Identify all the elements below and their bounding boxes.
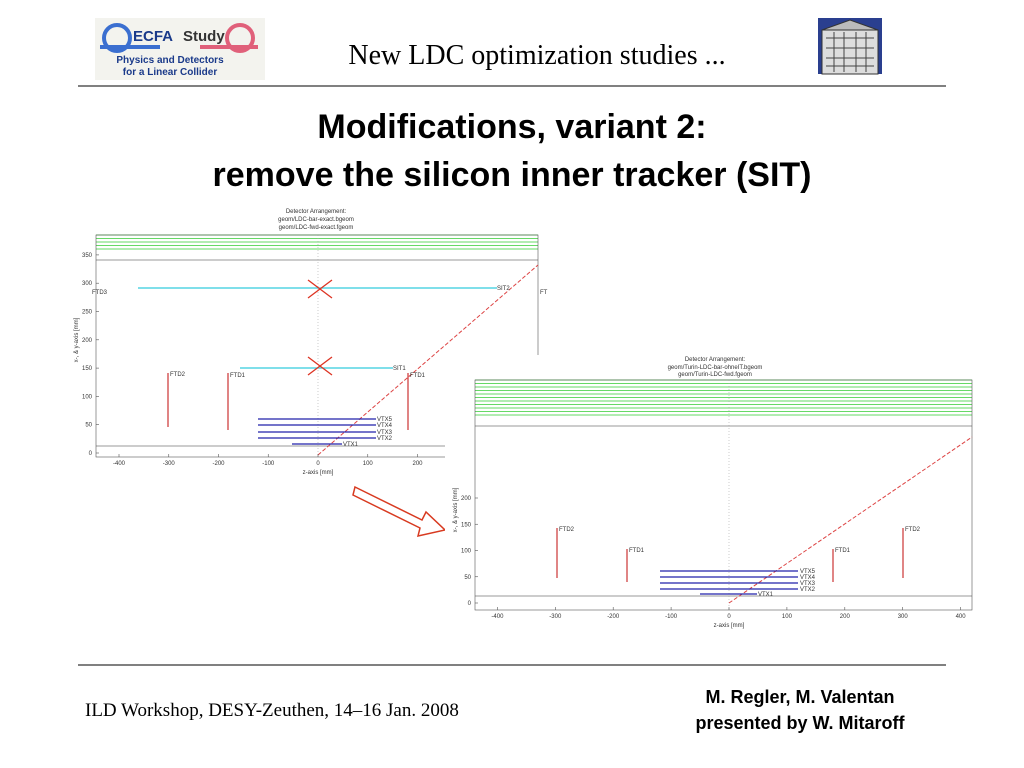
component-label: FTD1 [629,548,645,554]
y-tick-label: 50 [85,423,92,429]
removed-mark [307,279,333,299]
x-tick-label: -100 [262,461,275,467]
x-tick-label: -100 [665,614,678,620]
y-tick-label: 50 [464,575,471,581]
component-label: FTD1 [410,373,426,379]
y-tick-label: 300 [82,281,93,287]
logo-building [821,29,879,75]
component-label: VTX2 [800,587,816,593]
footer-event: ILD Workshop, DESY-Zeuthen, 14–16 Jan. 2… [85,700,459,721]
y-tick-label: 250 [82,310,93,316]
plot-frame [474,379,973,611]
component-label: VTX4 [800,575,816,581]
removed-mark [307,356,333,376]
y-tick-label: 0 [89,451,93,457]
y-tick-label: 150 [82,366,93,372]
y-axis-label: x-, & y-axis [mm] [453,487,459,532]
y-tick-label: 0 [468,601,472,607]
logo-name: ECFA [133,28,173,45]
plot-frame [95,234,539,458]
x-axis-label: z-axis [mm] [303,470,334,476]
plot-title: geom/LDC-bar-exact.bgeom [278,217,354,223]
footer-authors: M. Regler, M. Valentan [705,687,894,707]
y-tick-label: 100 [461,549,472,555]
component-label: VTX3 [800,581,816,587]
y-tick-label: 150 [461,522,472,528]
x-tick-label: 100 [363,461,374,467]
slide-title: remove the silicon inner tracker (SIT) [213,156,812,194]
component-label: VTX1 [758,592,774,598]
x-tick-label: 100 [782,614,793,620]
x-tick-label: 200 [840,614,851,620]
plot-title: Detector Arrangement: [286,209,347,215]
component-label: FT [540,290,548,296]
component-label: FTD3 [92,290,108,296]
detector-plot: Detector Arrangement: geom/Turin-LDC-bar-… [445,355,975,636]
plot-title: geom/Turin-LDC-bar-ohneIT.bgeom [668,365,763,371]
component-label: SIT2 [497,286,510,292]
x-axis-label: z-axis [mm] [714,623,745,629]
component-label: VTX5 [800,569,816,575]
logo-line: for a Linear Collider [123,67,218,78]
x-tick-label: -400 [113,461,126,467]
component-label: VTX4 [377,423,393,429]
logo-windows [826,32,874,72]
x-tick-label: 0 [727,614,731,620]
component-label: FTD1 [835,548,851,554]
track [317,264,539,456]
component-label: VTX5 [377,417,393,423]
arrow [352,485,447,537]
track [728,436,973,604]
component-label: VTX3 [377,430,393,436]
x-tick-label: -200 [607,614,620,620]
logo-ring [225,23,255,53]
logo-word: Study [183,28,225,45]
y-tick-label: 200 [82,338,93,344]
component-label: SIT1 [393,366,406,372]
logo-roof [821,19,879,31]
y-tick-label: 200 [461,496,472,502]
y-tick-label: 350 [82,253,93,259]
x-tick-label: -300 [549,614,562,620]
x-tick-label: 0 [316,461,320,467]
x-tick-label: -200 [212,461,225,467]
component-label: FTD2 [905,527,921,533]
component-label: FTD1 [230,373,246,379]
component-label: VTX1 [343,442,359,448]
ecfa-logo: ECFA Study Physics and Detectors for a L… [95,18,265,80]
building-logo [818,18,882,75]
logo-line: Physics and Detectors [116,55,224,66]
x-tick-label: -400 [491,614,504,620]
plot-title: Detector Arrangement: [685,357,746,363]
x-tick-label: 300 [898,614,909,620]
component-label: FTD2 [170,372,186,378]
footer-presenter: presented by W. Mitaroff [695,713,905,733]
logo-ring [102,23,132,53]
y-tick-label: 100 [82,394,93,400]
plot-title: geom/Turin-LDC-fwd.fgeom [678,372,752,378]
plot-title: geom/LDC-fwd-exact.fgeom [279,225,354,231]
component-label: FTD2 [559,527,575,533]
slide-title: Modifications, variant 2: [317,108,706,146]
component-label: VTX2 [377,436,393,442]
x-tick-label: 400 [956,614,967,620]
x-tick-label: 200 [412,461,423,467]
x-tick-label: -300 [163,461,176,467]
header-title: New LDC optimization studies ... [348,40,725,71]
y-axis-label: x-, & y-axis [mm] [74,317,80,362]
